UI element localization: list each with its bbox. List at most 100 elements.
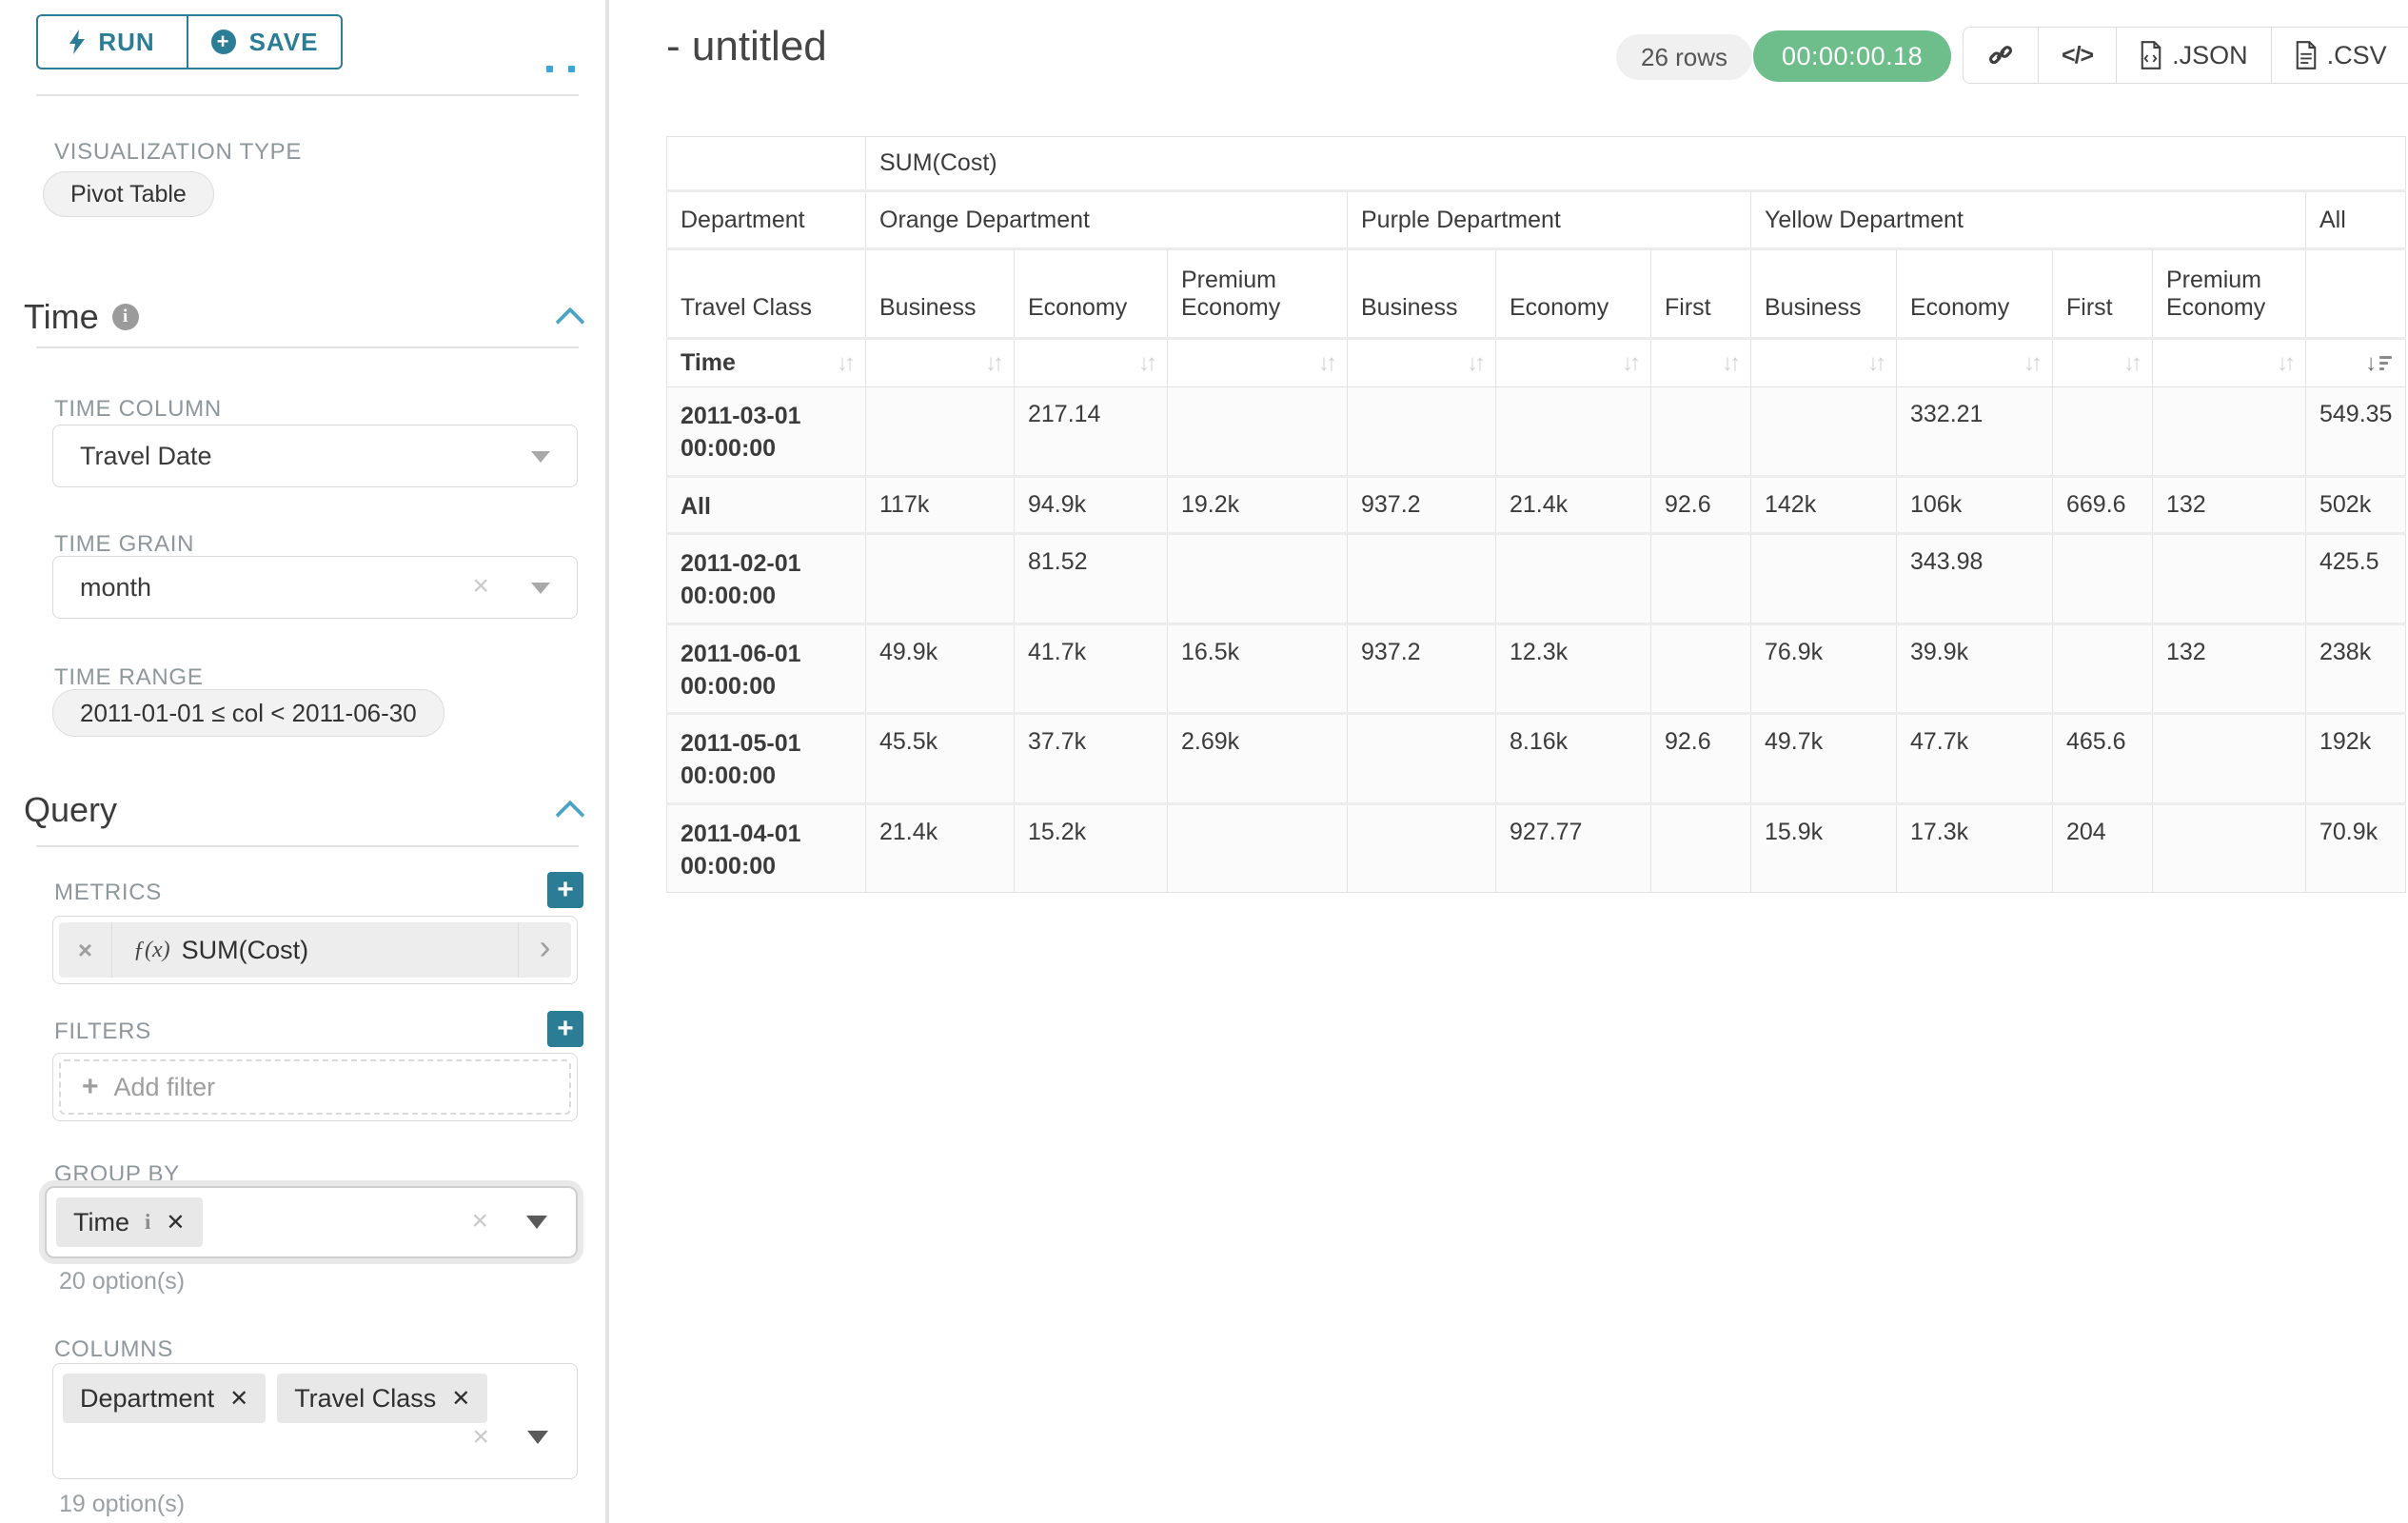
pivot-value-cell: 106k <box>1896 475 2053 535</box>
csv-file-icon <box>2296 41 2316 69</box>
lightning-icon <box>69 30 86 54</box>
columns-chip-travel-class[interactable]: Travel Class ✕ <box>277 1374 488 1423</box>
pivot-value-cell: 45.5k <box>865 713 1015 804</box>
sort-cell: ↓↑ <box>865 338 1015 387</box>
chevron-down-icon <box>531 583 550 594</box>
pivot-value-cell <box>1495 533 1651 624</box>
pivot-value-cell <box>1650 386 1751 477</box>
pivot-value-cell: 465.6 <box>2052 713 2153 804</box>
sort-icon[interactable]: ↓↑ <box>2023 349 2043 376</box>
subcol-header-cell: First <box>1650 248 1751 339</box>
pivot-value-cell <box>2152 386 2306 477</box>
save-button[interactable]: + SAVE <box>187 14 343 69</box>
pivot-value-cell <box>1650 533 1751 624</box>
pivot-value-cell: 8.16k <box>1495 713 1651 804</box>
time-range-value[interactable]: 2011-01-01 ≤ col < 2011-06-30 <box>52 689 444 737</box>
department-header-row: Department Orange Department Purple Depa… <box>666 190 2407 249</box>
pivot-value-cell: 937.2 <box>1347 623 1496 715</box>
clear-icon[interactable]: × <box>472 569 489 602</box>
pivot-value-cell: 927.77 <box>1495 802 1651 894</box>
sort-icon[interactable]: ↓↑ <box>1467 349 1486 376</box>
run-button[interactable]: RUN <box>36 14 187 69</box>
groupby-options-hint: 20 option(s) <box>59 1268 186 1295</box>
panel-resize-divider[interactable] <box>605 0 609 1523</box>
time-grain-label: TIME GRAIN <box>54 531 195 557</box>
add-metric-button[interactable]: + <box>547 872 583 908</box>
group-header-cell: Purple Department <box>1347 190 1751 249</box>
pivot-value-cell: 15.9k <box>1750 802 1897 894</box>
pivot-value-cell: 217.14 <box>1014 386 1168 477</box>
pivot-row: 2011-02-01 00:00:00 81.52 343.98 425.5 <box>666 533 2407 624</box>
subcol-header-cell: Premium Economy <box>2152 248 2306 339</box>
viz-type-value[interactable]: Pivot Table <box>43 171 214 217</box>
pivot-value-cell: 41.7k <box>1014 623 1168 715</box>
view-query-button[interactable]: </> <box>2038 28 2116 83</box>
sort-descending-active-icon[interactable]: ↓ <box>2365 351 2393 375</box>
groupby-select[interactable]: Time i ✕ × <box>45 1186 578 1258</box>
sort-icon[interactable]: ↓↑ <box>1867 349 1886 376</box>
chart-title[interactable]: - untitled <box>666 23 827 69</box>
group-header-cell: Yellow Department <box>1750 190 2306 249</box>
sort-icon[interactable]: ↓↑ <box>2277 349 2296 376</box>
filters-label: FILTERS <box>54 1019 151 1044</box>
add-filter-dropzone[interactable]: + Add filter <box>59 1059 571 1115</box>
pivot-row-label: All <box>666 475 866 535</box>
remove-chip-icon[interactable]: ✕ <box>451 1385 471 1412</box>
time-section-header[interactable]: Time i <box>24 297 585 337</box>
sort-icon[interactable]: ↓↑ <box>985 349 1004 376</box>
pivot-value-cell <box>2152 802 2306 894</box>
pivot-value-cell <box>1347 386 1496 477</box>
sort-cell: ↓↑ <box>1347 338 1496 387</box>
sort-cell: ↓↑ <box>1750 338 1897 387</box>
sort-icon[interactable]: ↓↑ <box>1318 349 1337 376</box>
pivot-value-cell <box>2152 533 2306 624</box>
chevron-up-icon[interactable] <box>555 800 585 830</box>
query-section-header[interactable]: Query <box>24 790 585 830</box>
sort-icon[interactable]: ↓↑ <box>1138 349 1157 376</box>
pivot-value-cell: 21.4k <box>865 802 1015 894</box>
remove-chip-icon[interactable]: ✕ <box>166 1209 186 1236</box>
pivot-value-cell: 37.7k <box>1014 713 1168 804</box>
chevron-right-icon[interactable]: › <box>518 922 571 978</box>
metric-pill[interactable]: × ƒ(x) SUM(Cost) › <box>59 922 571 978</box>
sort-icon[interactable]: ↓↑ <box>1722 349 1741 376</box>
pivot-value-cell: 12.3k <box>1495 623 1651 715</box>
subcol-header-cell: Economy <box>1495 248 1651 339</box>
pivot-value-cell: 132 <box>2152 475 2306 535</box>
pivot-value-cell: 16.5k <box>1167 623 1348 715</box>
chevron-down-icon <box>531 451 550 463</box>
pivot-value-cell: 49.9k <box>865 623 1015 715</box>
plus-icon: + <box>82 1071 99 1102</box>
share-link-button[interactable] <box>1964 28 2038 83</box>
pivot-value-cell: 343.98 <box>1896 533 2053 624</box>
chevron-up-icon[interactable] <box>555 307 585 337</box>
pivot-value-cell <box>1347 533 1496 624</box>
remove-chip-icon[interactable]: ✕ <box>229 1385 249 1412</box>
viz-type-label: VISUALIZATION TYPE <box>54 139 303 165</box>
save-button-label: SAVE <box>248 27 319 56</box>
columns-select[interactable]: Department ✕ Travel Class ✕ × <box>52 1363 578 1479</box>
pivot-value-cell: 669.6 <box>2052 475 2153 535</box>
columns-chip-label: Department <box>80 1383 215 1413</box>
export-json-button[interactable]: .JSON <box>2116 28 2271 83</box>
chevron-down-icon <box>527 1431 548 1444</box>
time-column-select[interactable]: Travel Date <box>52 425 578 487</box>
add-filter-button[interactable]: + <box>547 1011 583 1047</box>
remove-metric-icon[interactable]: × <box>59 922 112 978</box>
export-csv-button[interactable]: .CSV <box>2270 28 2408 83</box>
sort-icon[interactable]: ↓↑ <box>1622 349 1641 376</box>
panel-drag-dots-icon[interactable] <box>546 66 575 72</box>
time-grain-select[interactable]: month × <box>52 556 578 619</box>
sort-icon[interactable]: ↓↑ <box>837 349 856 376</box>
pivot-value-cell <box>2052 386 2153 477</box>
clear-icon[interactable]: × <box>471 1204 488 1236</box>
columns-chip-department[interactable]: Department ✕ <box>63 1374 266 1423</box>
subcol-header-cell: Economy <box>1014 248 1168 339</box>
rows-dim-label: Time <box>681 349 736 376</box>
groupby-chip-time[interactable]: Time i ✕ <box>56 1197 203 1247</box>
clear-icon[interactable]: × <box>472 1421 489 1453</box>
time-section-title: Time <box>24 297 99 336</box>
sort-icon[interactable]: ↓↑ <box>2123 349 2142 376</box>
chevron-down-icon <box>526 1216 547 1229</box>
pivot-body: 2011-03-01 00:00:00 217.14 332.21 549.35 All… <box>666 386 2407 894</box>
